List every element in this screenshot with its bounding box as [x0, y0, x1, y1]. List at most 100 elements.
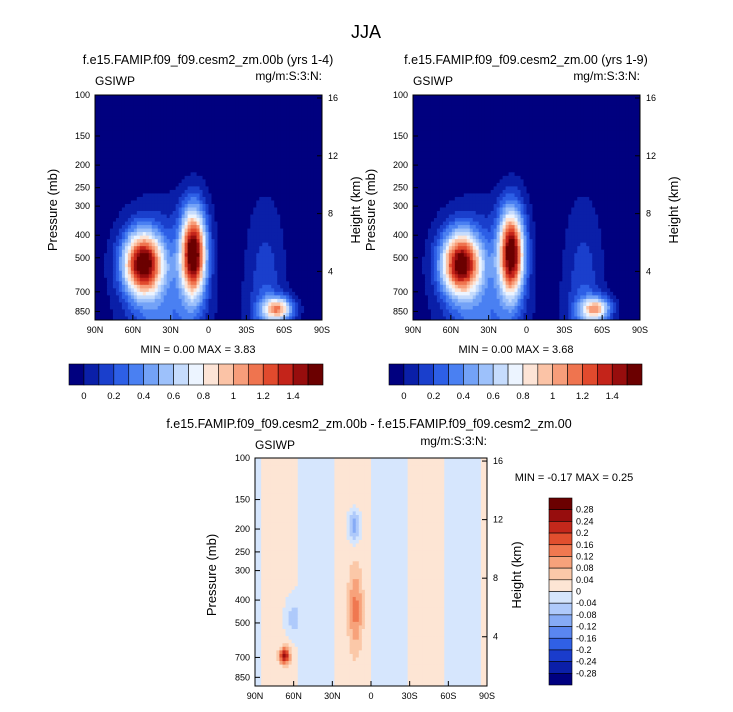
field-cell [265, 288, 269, 293]
field-cell [145, 137, 150, 142]
field-cell [316, 260, 320, 265]
field-cell [310, 186, 314, 191]
field-cell [307, 302, 311, 307]
field-cell [205, 256, 210, 261]
field-cell [208, 175, 213, 180]
field-cell [175, 309, 180, 314]
field-cell [271, 158, 275, 163]
field-cell [223, 291, 228, 296]
field-cell [460, 95, 465, 100]
field-cell [283, 186, 287, 191]
field-cell [265, 239, 269, 244]
field-cell [169, 182, 174, 188]
field-cell [196, 133, 201, 138]
field-cell [106, 179, 111, 184]
field-cell [259, 105, 263, 110]
field-cell [115, 175, 120, 180]
field-cell [232, 123, 236, 128]
field-cell [184, 123, 189, 128]
field-cell [205, 186, 210, 191]
field-cell [190, 309, 195, 314]
field-cell [220, 211, 225, 216]
field-cell [109, 154, 114, 159]
field-cell [95, 165, 99, 170]
field-cell [157, 165, 162, 170]
field-cell [139, 291, 144, 296]
field-cell [136, 239, 141, 244]
field-cell [253, 274, 257, 279]
field-cell [178, 239, 183, 244]
field-cell [289, 305, 293, 311]
field-cell [247, 256, 251, 261]
field-cell [151, 221, 156, 226]
field-cell [196, 284, 201, 289]
field-cell [106, 309, 111, 314]
field-cell [115, 151, 120, 156]
field-cell [277, 203, 281, 209]
field-cell [166, 277, 171, 282]
field-cell [95, 295, 99, 300]
field-cell [229, 109, 233, 114]
field-cell [130, 232, 135, 237]
field-cell [103, 214, 108, 219]
field-cell [271, 123, 275, 128]
field-cell [190, 267, 195, 272]
field-cell [208, 316, 213, 320]
field-cell [121, 158, 126, 163]
field-cell [262, 98, 266, 103]
field-cell [115, 102, 120, 107]
field-cell [115, 305, 120, 311]
field-cell [304, 288, 308, 293]
field-cell [295, 109, 299, 114]
field-cell [109, 242, 114, 247]
field-cell [205, 305, 210, 311]
field-cell [535, 95, 540, 100]
field-cell [244, 165, 248, 170]
colorbar-box [128, 363, 145, 386]
field-cell [283, 144, 287, 149]
field-cell [214, 193, 219, 198]
field-cell [100, 235, 105, 240]
field-cell [286, 281, 290, 286]
field-cell [280, 189, 284, 195]
field-cell [139, 309, 144, 314]
field-cell [112, 267, 117, 272]
field-cell [229, 207, 233, 212]
field-cell [133, 260, 138, 265]
field-cell [178, 147, 183, 152]
colorbar: 0 0.2 0.4 0.6 0.8 1 1.2 1.4 [68, 363, 324, 402]
colorbar-box [173, 363, 189, 386]
field-cell [124, 182, 129, 188]
field-cell [271, 298, 275, 304]
field-cell [178, 196, 183, 202]
field-cell [244, 158, 248, 163]
field-cell [229, 256, 233, 261]
field-cell [226, 123, 231, 128]
field-cell [304, 207, 308, 212]
field-cell [136, 316, 141, 320]
field-cell [307, 211, 311, 216]
field-cell [556, 95, 560, 100]
field-cell [163, 242, 168, 247]
field-cell [139, 168, 144, 173]
field-cell [205, 151, 210, 156]
field-cell [265, 175, 269, 180]
field-cell [223, 211, 228, 216]
field-cell [280, 172, 284, 177]
field-cell [307, 228, 311, 233]
field-cell [262, 151, 266, 156]
field-cell [175, 196, 180, 202]
field-cell [112, 119, 117, 124]
field-cell [304, 274, 308, 279]
field-cell [175, 249, 180, 254]
field-cell [184, 109, 189, 114]
field-cell [121, 214, 126, 219]
field-cell [157, 133, 162, 138]
field-cell [304, 214, 308, 219]
field-cell [301, 165, 305, 170]
field-cell [100, 193, 105, 198]
field-cell [235, 105, 239, 110]
field-cell [271, 281, 275, 286]
field-cell [304, 305, 308, 311]
field-cell [115, 172, 120, 177]
